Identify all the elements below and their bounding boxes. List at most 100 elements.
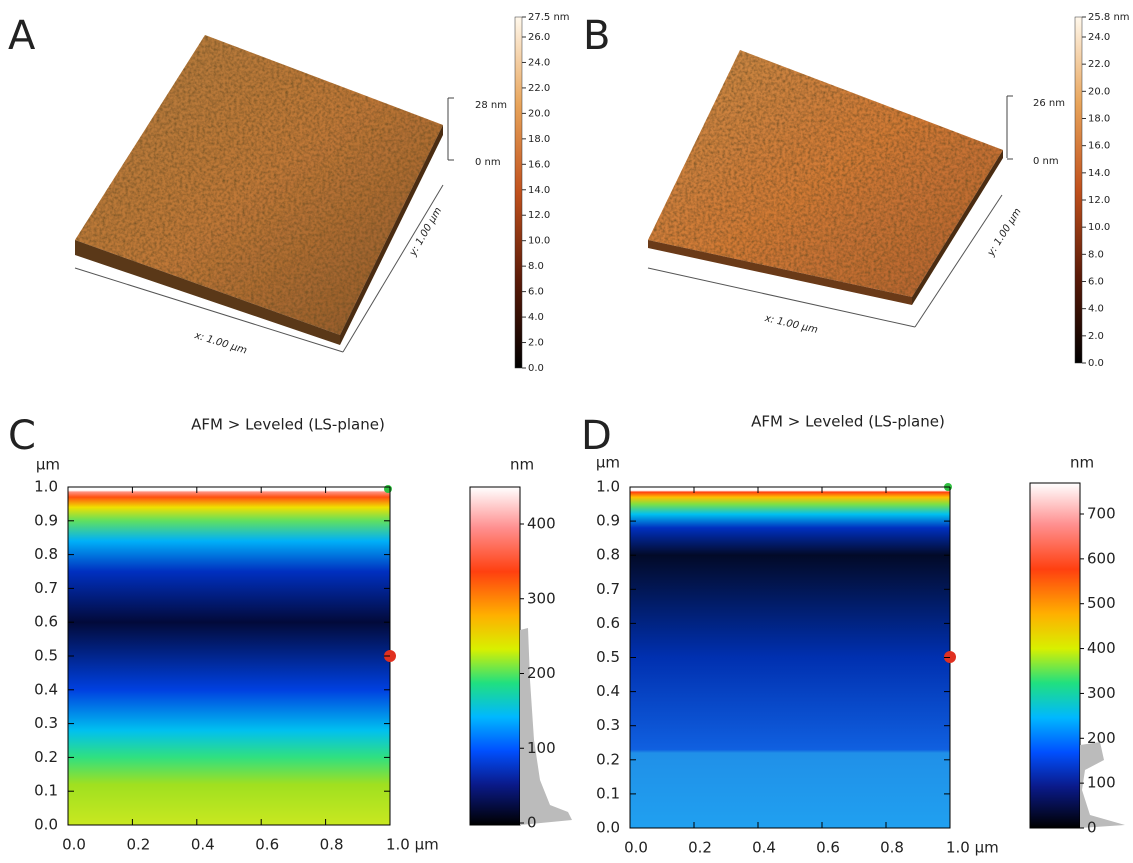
scale-label: 16.0: [1088, 141, 1110, 152]
axis-unit: µm: [36, 456, 60, 474]
scale-label: 0.0: [1088, 358, 1104, 369]
scale-label: 12.0: [1088, 195, 1110, 206]
plot-title: AFM > Leveled (LS-plane): [751, 413, 945, 431]
axis-label: y: 1.00 µm: [985, 206, 1024, 259]
x-tick-label: 1.0 µm: [386, 836, 439, 854]
y-tick-label: 0.2: [34, 748, 58, 766]
axis-line: [342, 184, 444, 353]
marker: [384, 485, 392, 493]
y-tick-label: 0.7: [34, 579, 58, 597]
x-tick-label: 1.0 µm: [946, 839, 999, 857]
y-tick-label: 1.0: [34, 478, 58, 496]
scale-label: 20.0: [1088, 86, 1110, 97]
y-tick-label: 0.2: [596, 750, 620, 768]
colorbar-label: 400: [1087, 639, 1116, 657]
y-tick-label: 0.4: [34, 680, 58, 698]
colorbar-label: 200: [527, 664, 556, 682]
colorbar-unit: nm: [510, 456, 534, 474]
scale-label: 6.0: [528, 287, 544, 298]
y-tick-label: 0.3: [596, 716, 620, 734]
colorbar-label: 500: [1087, 594, 1116, 612]
scale-label: 25.8 nm: [1088, 12, 1130, 23]
histogram: [1080, 742, 1125, 828]
colorbar: [1029, 482, 1081, 829]
y-tick-label: 0.3: [34, 714, 58, 732]
colorbar: [514, 16, 523, 369]
colorbar-label: 200: [1087, 729, 1116, 747]
panel-label: C: [8, 413, 36, 459]
y-tick-label: 0.0: [34, 816, 58, 834]
x-tick-label: 0.4: [752, 839, 776, 857]
surface-edge: [912, 150, 1003, 305]
panel-label: D: [581, 413, 612, 459]
y-tick-label: 0.5: [596, 648, 620, 666]
axis-line: [74, 267, 344, 353]
y-tick-label: 0.6: [34, 613, 58, 631]
scale-label: 24.0: [1088, 32, 1110, 43]
scale-label: 20.0: [528, 108, 550, 119]
x-tick-label: 0.8: [320, 836, 344, 854]
scale-label: 6.0: [1088, 277, 1104, 288]
scale-label: 12.0: [528, 210, 550, 221]
axis-label: x: 1.00 µm: [192, 330, 248, 357]
scale-label: 2.0: [1088, 331, 1104, 342]
colorbar-label: 100: [1087, 774, 1116, 792]
scale-label: 8.0: [1088, 249, 1104, 260]
x-tick-label: 0.8: [880, 839, 904, 857]
height-label: 28 nm: [475, 100, 507, 111]
colorbar: [469, 486, 521, 826]
histogram: [520, 628, 572, 825]
x-tick-label: 0.4: [191, 836, 215, 854]
panel-label: B: [583, 13, 610, 59]
scale-label: 18.0: [1088, 114, 1110, 125]
scale-label: 14.0: [1088, 168, 1110, 179]
y-tick-label: 0.9: [34, 511, 58, 529]
height-map: [67, 486, 391, 826]
scale-label: 14.0: [528, 185, 550, 196]
y-tick-label: 0.0: [596, 819, 620, 837]
axis-line: [914, 194, 1003, 328]
y-tick-label: 0.5: [34, 647, 58, 665]
y-tick-label: 0.9: [596, 512, 620, 530]
scale-label: 24.0: [528, 57, 550, 68]
scale-label: 0.0: [528, 363, 544, 374]
x-tick-label: 0.0: [62, 836, 86, 854]
scale-label: 10.0: [1088, 222, 1110, 233]
height-map: [629, 486, 951, 829]
scale-label: 16.0: [528, 159, 550, 170]
scale-label: 8.0: [528, 261, 544, 272]
height-label: 0 nm: [475, 157, 501, 168]
y-tick-label: 0.1: [34, 782, 58, 800]
surface-a: [75, 35, 443, 335]
colorbar-unit: nm: [1070, 454, 1094, 472]
y-tick-label: 0.7: [596, 580, 620, 598]
colorbar-label: 100: [527, 739, 556, 757]
x-tick-label: 0.2: [688, 839, 712, 857]
y-tick-label: 0.6: [596, 614, 620, 632]
colorbar-label: 0: [527, 814, 537, 832]
height-label: 0 nm: [1033, 156, 1059, 167]
surface-edge: [648, 240, 912, 305]
colorbar-label: 300: [527, 589, 556, 607]
axis-unit: µm: [596, 454, 620, 472]
scale-label: 10.0: [528, 236, 550, 247]
colorbar-label: 0: [1087, 819, 1097, 837]
surface-b: [648, 50, 1003, 297]
scale-label: 4.0: [528, 312, 544, 323]
y-tick-label: 0.8: [34, 545, 58, 563]
scale-label: 27.5 nm: [528, 12, 570, 23]
scale-label: 2.0: [528, 338, 544, 349]
y-tick-label: 1.0: [596, 478, 620, 496]
scale-label: 22.0: [528, 83, 550, 94]
surface-edge: [340, 125, 443, 345]
scale-label: 22.0: [1088, 59, 1110, 70]
surface-edge: [75, 240, 340, 345]
plot-title: AFM > Leveled (LS-plane): [191, 416, 385, 434]
y-tick-label: 0.8: [596, 546, 620, 564]
scale-label: 18.0: [528, 134, 550, 145]
axis-line: [647, 267, 916, 328]
y-tick-label: 0.4: [596, 682, 620, 700]
colorbar-label: 400: [527, 515, 556, 533]
x-tick-label: 0.6: [816, 839, 840, 857]
